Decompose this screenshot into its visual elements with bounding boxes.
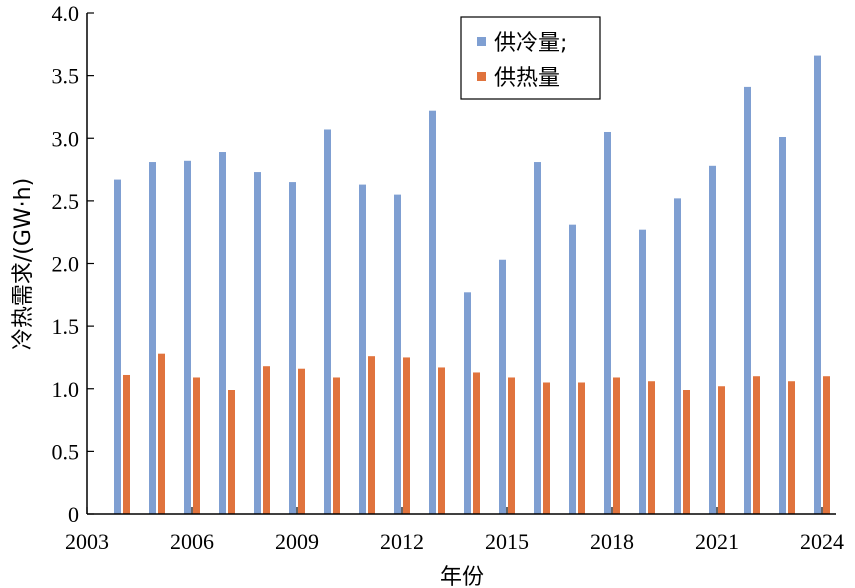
x-axis-label: 年份: [440, 565, 484, 588]
bar-cooling-2012: [394, 194, 401, 515]
bar-cooling-2013: [429, 110, 436, 514]
x-tick-label: 2006: [170, 529, 214, 554]
legend: 供冷量; 供热量: [460, 16, 601, 100]
bar-heating-2009: [298, 368, 305, 514]
bars: [114, 55, 830, 515]
bar-heating-2022: [753, 376, 760, 514]
bar-heating-2018: [613, 377, 620, 514]
bar-heating-2017: [578, 382, 585, 514]
x-tick-label: 2021: [695, 529, 739, 554]
y-tick-label: 0.5: [52, 439, 80, 464]
bar-heating-2012: [403, 357, 410, 514]
bar-heating-2019: [648, 381, 655, 514]
bar-heating-2015: [508, 377, 515, 514]
bar-cooling-2004: [114, 179, 121, 514]
y-tick-label: 1.5: [52, 314, 80, 339]
bar-heating-2014: [473, 372, 480, 514]
y-axis-label: 冷热需求/(GW·h): [11, 178, 36, 350]
bar-heating-2021: [718, 386, 725, 514]
bar-heating-2016: [543, 382, 550, 514]
axes: 0 0.5 1.0 1.5 2.0 2.5 3.0 3.5 4.0 2003 2006 2009 201…: [52, 1, 845, 554]
legend-label-cooling: 供冷量;: [494, 31, 567, 56]
bar-cooling-2022: [744, 86, 751, 515]
bar-heating-2007: [228, 390, 235, 514]
bar-heating-2024: [823, 376, 830, 514]
bar-cooling-2019: [639, 229, 646, 514]
y-tick-label: 2.0: [52, 252, 80, 277]
bar-cooling-2007: [219, 152, 226, 514]
bar-heating-2006: [193, 377, 200, 514]
bar-heating-2013: [438, 367, 445, 514]
bar-cooling-2021: [709, 165, 716, 514]
legend-swatch-cooling: [477, 37, 486, 46]
x-tick-label: 2015: [485, 529, 529, 554]
y-tick-label: 3.5: [52, 64, 80, 89]
bar-cooling-2009: [289, 182, 296, 514]
y-tick-label: 2.5: [52, 189, 80, 214]
y-tick-label: 0: [68, 502, 79, 527]
bar-heating-2010: [333, 377, 340, 514]
x-tick-label: 2018: [590, 529, 634, 554]
bar-heating-2005: [158, 353, 165, 514]
bar-cooling-2017: [569, 224, 576, 515]
bar-heating-2008: [263, 366, 270, 514]
bar-cooling-2014: [464, 292, 471, 514]
x-tick-label: 2009: [275, 529, 319, 554]
legend-swatch-heating: [477, 72, 486, 81]
bar-cooling-2024: [814, 55, 821, 515]
bar-cooling-2023: [779, 136, 786, 514]
bar-cooling-2005: [149, 162, 156, 515]
bar-cooling-2011: [359, 184, 366, 514]
y-tick-label: 3.0: [52, 126, 80, 151]
bar-cooling-2020: [674, 198, 681, 514]
legend-box: [460, 16, 601, 100]
bar-cooling-2018: [604, 131, 611, 515]
bar-cooling-2016: [534, 162, 541, 515]
bar-cooling-2008: [254, 172, 261, 514]
legend-label-heating: 供热量: [494, 66, 560, 91]
bar-heating-2023: [788, 381, 795, 514]
bar-cooling-2006: [184, 160, 191, 515]
bar-heating-2004: [123, 374, 130, 514]
bar-cooling-2010: [324, 129, 331, 515]
bar-heating-2020: [683, 390, 690, 514]
bar-heating-2011: [368, 356, 375, 514]
y-tick-label: 1.0: [52, 377, 80, 402]
x-tick-label: 2012: [380, 529, 424, 554]
bar-cooling-2015: [499, 259, 506, 514]
x-tick-label: 2003: [65, 529, 109, 554]
y-tick-label: 4.0: [52, 1, 80, 26]
x-tick-label: 2024: [800, 529, 844, 554]
